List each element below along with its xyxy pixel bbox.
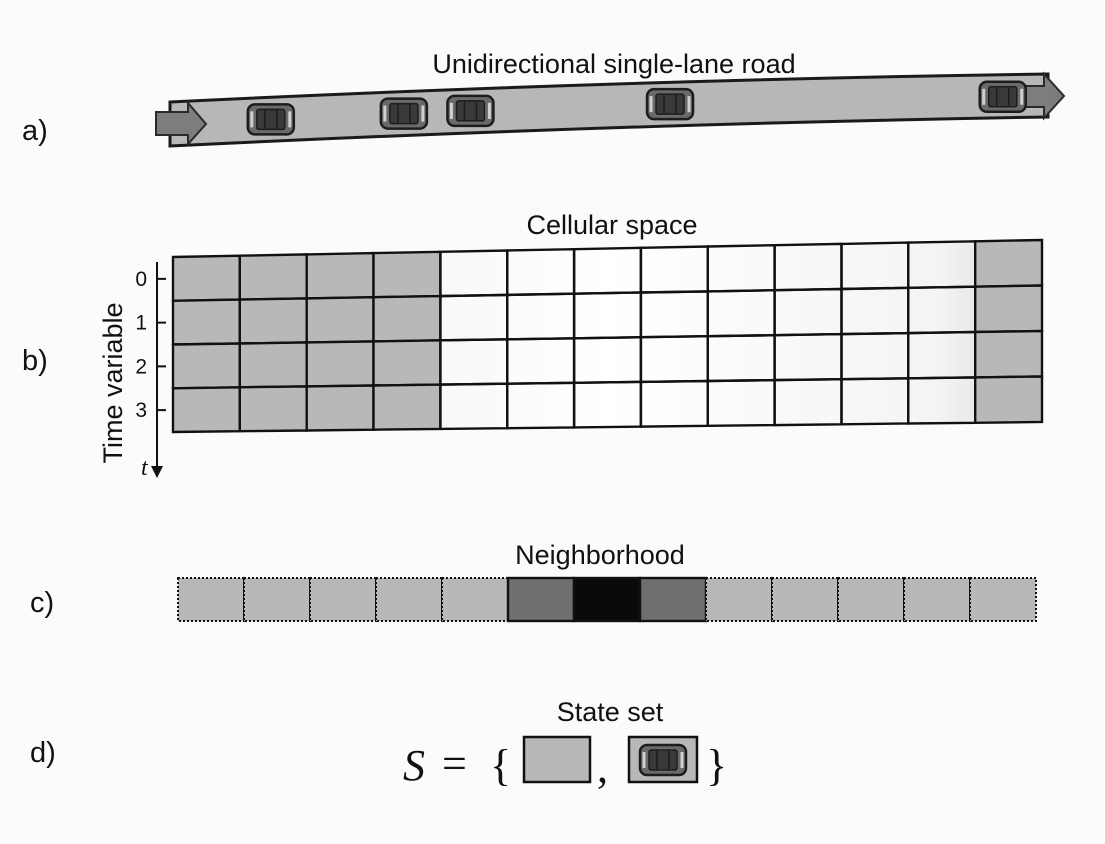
road-car-3	[446, 94, 495, 128]
road-title: Unidirectional single-lane road	[432, 49, 795, 79]
grid-cell	[305, 340, 375, 388]
grid-cell	[305, 384, 375, 432]
neighborhood-cell	[969, 577, 1037, 622]
grid-cell	[305, 295, 375, 344]
grid-cell	[974, 329, 1044, 379]
center-cell	[572, 576, 642, 623]
grid-cell	[238, 385, 308, 433]
state-set-panel: State set S = { , }	[403, 697, 727, 792]
neighborhood-cell	[771, 577, 839, 622]
road-panel: Unidirectional single-lane road	[155, 49, 1066, 148]
grid-cell	[974, 238, 1044, 288]
state-set-title: State set	[557, 697, 664, 727]
state-set-symbol: S	[403, 741, 425, 790]
close-brace: }	[706, 741, 727, 790]
grid-cell	[372, 294, 442, 343]
grid-cell	[372, 383, 442, 431]
neighbor-cell	[506, 576, 576, 623]
road-car-2	[379, 97, 429, 130]
grid-cell	[974, 284, 1044, 334]
grid-cell	[171, 254, 241, 303]
grid-cell	[372, 250, 442, 299]
neighborhood-panel: Neighborhood	[177, 540, 1037, 623]
neighborhood-cell	[243, 577, 311, 622]
neighbor-cell	[638, 576, 708, 623]
neighborhood-cell	[705, 577, 773, 622]
neighborhood-title: Neighborhood	[515, 540, 685, 570]
grid-cell	[238, 297, 308, 345]
road-arrow-in-icon	[155, 100, 208, 147]
neighborhood-cell	[441, 577, 509, 622]
grid-cell	[171, 386, 241, 434]
grid-cell	[974, 375, 1044, 425]
time-axis-arrow-icon	[151, 466, 163, 478]
equals-sign: =	[442, 739, 467, 788]
neighborhood-cell	[903, 577, 971, 622]
time-axis-label: Time variable	[98, 302, 128, 463]
cellular-space-panel: Cellular space 0 1 2 3 Time variable t	[98, 210, 1044, 481]
time-tick-label: 2	[135, 355, 147, 378]
grid-cell	[238, 341, 308, 389]
time-tick-label: 1	[135, 312, 147, 335]
neighborhood-cell	[375, 577, 443, 622]
empty-cell-state	[522, 735, 592, 784]
road-strip	[168, 72, 1050, 148]
neighborhood-cell	[309, 577, 377, 622]
grid-cell	[238, 253, 308, 301]
state-car-shape	[638, 743, 688, 777]
panel-d-label: d)	[30, 737, 56, 769]
cellular-space-title: Cellular space	[526, 210, 697, 240]
neighborhood-strip	[177, 576, 1037, 623]
car-icon	[638, 743, 688, 777]
neighborhood-cell	[177, 577, 245, 622]
panel-c-label: c)	[30, 587, 54, 619]
grid-cell	[171, 342, 241, 390]
road-car-5	[978, 80, 1027, 114]
road-car-1	[246, 103, 296, 136]
road-car-4	[645, 87, 695, 121]
road-cars	[246, 80, 1027, 136]
state-separator: ,	[597, 743, 608, 792]
open-brace: {	[490, 741, 511, 790]
panel-b-label: b)	[22, 345, 48, 377]
grid-cell	[305, 251, 375, 300]
cellular-space-grid	[171, 238, 1044, 434]
neighborhood-cell	[837, 577, 905, 622]
grid-cell	[372, 339, 442, 387]
time-tick-label: 0	[135, 268, 147, 291]
time-tick-label: 3	[135, 399, 147, 422]
time-axis-ticks: 0 1 2 3	[135, 268, 166, 422]
grid-cell	[171, 298, 241, 346]
time-axis-symbol: t	[141, 455, 149, 481]
panel-a-label: a)	[22, 115, 48, 147]
